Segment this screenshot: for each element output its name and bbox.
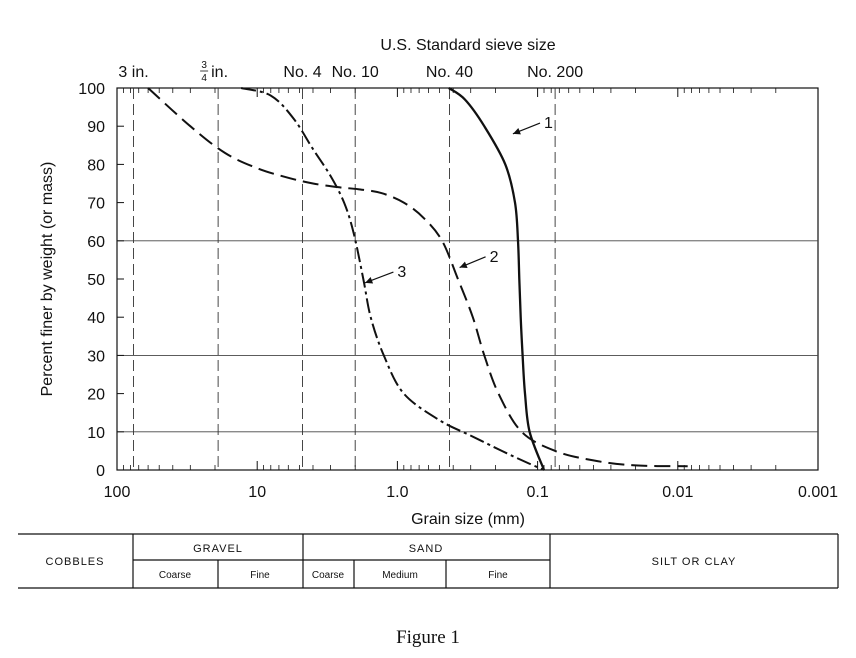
gravel-label: GRAVEL — [193, 543, 243, 555]
x-ticks: 100 10 1.0 0.1 0.01 0.001 — [104, 88, 838, 501]
fraction-numerator: 3 — [201, 60, 207, 71]
sand-label: SAND — [409, 543, 444, 555]
x-tick-label: 0.01 — [662, 484, 693, 501]
y-tick-label: 100 — [78, 81, 105, 98]
series-annotations: 1 2 3 — [364, 115, 553, 284]
x-tick-label: 1.0 — [386, 484, 408, 501]
sand-coarse-label: Coarse — [312, 570, 345, 581]
y-tick-label: 20 — [87, 387, 105, 404]
x-tick-label: 0.1 — [526, 484, 548, 501]
y-tick-label: 50 — [87, 272, 105, 289]
x-tick-label: 100 — [104, 484, 131, 501]
y-ticks: 0 10 20 30 40 50 60 70 80 90 100 — [78, 81, 124, 480]
y-tick-label: 80 — [87, 157, 105, 174]
gravel-coarse-label: Coarse — [159, 570, 192, 581]
x-tick-label: 10 — [248, 484, 266, 501]
sieve-label: No. 40 — [426, 64, 473, 81]
sieve-label: No. 10 — [332, 64, 379, 81]
series-2-line — [147, 87, 688, 468]
series-1-line — [448, 87, 546, 471]
annotation-arrowhead-3 — [365, 277, 374, 284]
figure-caption: Figure 1 — [396, 627, 460, 648]
y-axis-title: Percent finer by weight (or mass) — [39, 162, 56, 397]
y-tick-label: 70 — [87, 196, 105, 213]
gravel-fine-label: Fine — [250, 570, 270, 581]
sieve-label: 3 in. — [118, 64, 148, 81]
plot-frame — [116, 87, 819, 471]
series-label-1: 1 — [544, 115, 553, 132]
sieve-lines — [133, 88, 556, 470]
y-tick-label: 10 — [87, 425, 105, 442]
sand-medium-label: Medium — [382, 570, 418, 581]
grid-lines — [117, 240, 818, 433]
y-tick-label: 40 — [87, 310, 105, 327]
data-series — [147, 87, 688, 471]
y-tick-label: 0 — [96, 463, 105, 480]
sand-fine-label: Fine — [488, 570, 508, 581]
sieve-label: in. — [211, 64, 228, 81]
classification-table: COBBLES GRAVEL SAND SILT OR CLAY Coarse … — [18, 533, 839, 589]
y-tick-label: 60 — [87, 234, 105, 251]
annotation-arrowhead-1 — [512, 127, 521, 135]
silt-clay-label: SILT OR CLAY — [652, 556, 737, 568]
top-axis-title: U.S. Standard sieve size — [380, 37, 555, 54]
y-tick-label: 90 — [87, 119, 105, 136]
cobbles-label: COBBLES — [46, 556, 105, 568]
x-axis-title: Grain size (mm) — [411, 511, 525, 528]
series-label-3: 3 — [397, 264, 406, 281]
annotation-arrowhead-2 — [459, 261, 468, 269]
sieve-label: No. 200 — [527, 64, 583, 81]
x-tick-label: 0.001 — [798, 484, 838, 501]
series-label-2: 2 — [490, 249, 499, 266]
y-tick-label: 30 — [87, 348, 105, 365]
sieve-labels: 3 in. 3 4 in. No. 4 No. 10 No. 40 No. 200 — [118, 60, 583, 84]
fraction-denominator: 4 — [201, 73, 207, 84]
series-3-line — [240, 87, 545, 471]
sieve-label: No. 4 — [283, 64, 321, 81]
